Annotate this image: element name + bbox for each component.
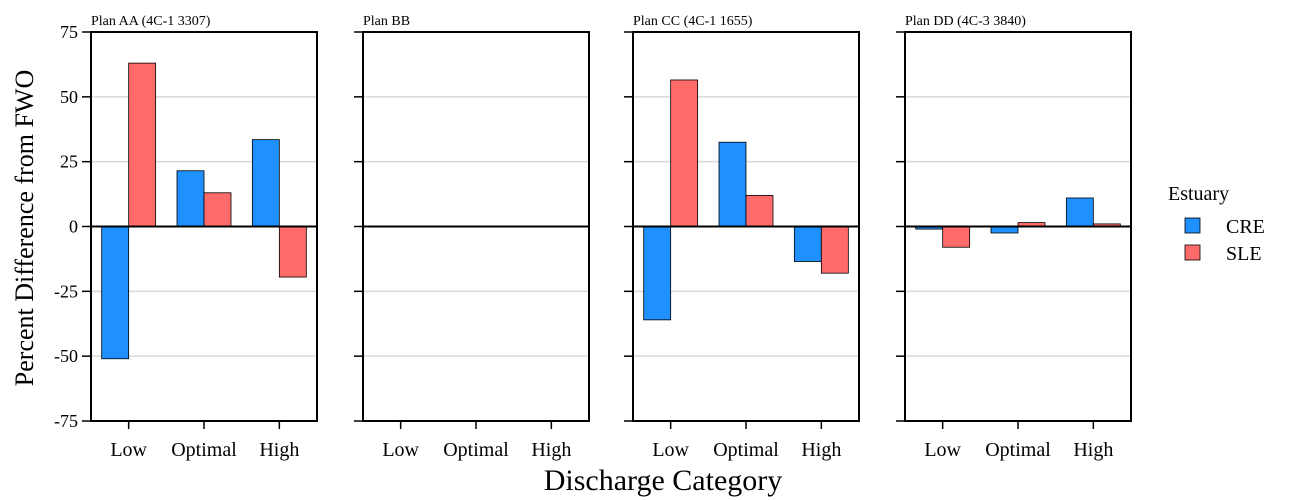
- y-tick-label: 75: [60, 22, 78, 42]
- panel-3: Plan CC (4C-1 1655) Low Optimal High: [624, 14, 860, 461]
- x-tick-label: Low: [924, 439, 961, 461]
- y-tick-label: -25: [54, 281, 78, 301]
- x-tick-label: Optimal: [171, 439, 237, 461]
- x-tick-label: High: [531, 439, 571, 461]
- y-tick-label: 0: [69, 217, 78, 237]
- x-tick-label: Low: [652, 439, 689, 461]
- panel-title: Plan AA (4C-1 3307): [91, 14, 211, 29]
- y-axis-label: Percent Difference from FWO: [10, 70, 39, 386]
- x-tick-label: Optimal: [443, 439, 509, 461]
- legend: Estuary CRE SLE: [1168, 183, 1265, 265]
- x-tick-label: Low: [382, 439, 419, 461]
- panel-1: Plan AA (4C-1 3307) -75 -50 -25 0 25 50 75 Low Op…: [54, 14, 318, 461]
- bar-cre-optimal: [718, 141, 747, 227]
- bar-cre-high: [793, 226, 822, 262]
- legend-label-cre: CRE: [1226, 216, 1265, 238]
- x-axis-label: Discharge Category: [544, 464, 783, 497]
- bar-sle-optimal: [203, 192, 232, 227]
- x-tick-label: High: [1073, 439, 1113, 461]
- legend-swatch-sle: [1184, 244, 1201, 261]
- x-tick-label: Optimal: [985, 439, 1051, 461]
- panels: Plan AA (4C-1 3307) -75 -50 -25 0 25 50 75 Low Op…: [54, 14, 1132, 461]
- legend-label-sle: SLE: [1226, 243, 1262, 265]
- legend-title: Estuary: [1168, 183, 1229, 205]
- x-tick-label: Optimal: [713, 439, 779, 461]
- panel-title: Plan CC (4C-1 1655): [633, 14, 753, 29]
- bar-sle-low: [942, 226, 971, 248]
- y-tick-label: 25: [60, 152, 78, 172]
- x-tick-label: High: [801, 439, 841, 461]
- y-tick-label: 50: [60, 87, 78, 107]
- legend-swatch-cre: [1184, 217, 1201, 234]
- y-tick-label: -75: [54, 411, 78, 431]
- panel-4: Plan DD (4C-3 3840) Low Optimal High: [896, 14, 1132, 461]
- x-tick-label: High: [259, 439, 299, 461]
- y-tick-label: -50: [54, 346, 78, 366]
- panel-title: Plan DD (4C-3 3840): [905, 14, 1026, 29]
- bar-sle-high: [278, 226, 307, 278]
- bar-cre-low: [643, 226, 672, 321]
- bar-cre-optimal: [176, 170, 205, 227]
- bar-cre-high: [251, 139, 280, 227]
- bar-cre-high: [1065, 197, 1094, 227]
- bar-cre-low: [101, 226, 130, 360]
- bar-sle-high: [820, 226, 849, 274]
- panel-2: Plan BB Low Optimal High: [354, 14, 590, 461]
- x-tick-label: Low: [110, 439, 147, 461]
- panel-title: Plan BB: [363, 14, 410, 29]
- bar-sle-low: [128, 62, 157, 227]
- bar-sle-low: [670, 79, 699, 227]
- bar-sle-optimal: [745, 194, 774, 227]
